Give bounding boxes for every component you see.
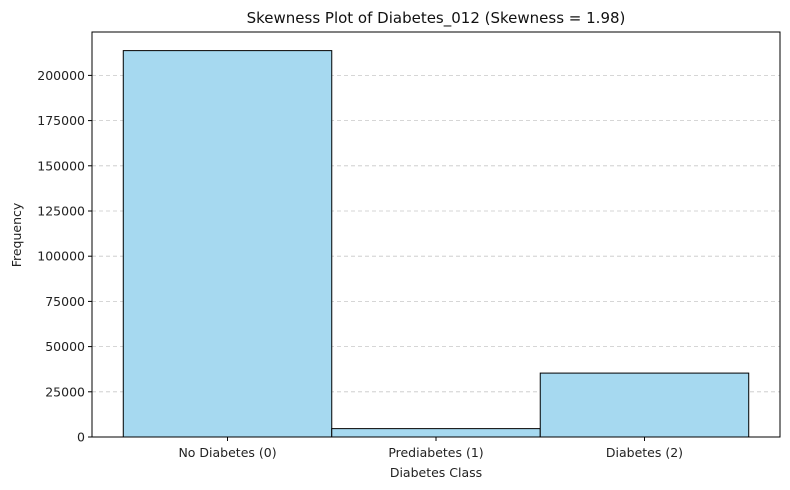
y-axis-label: Frequency (9, 202, 24, 267)
x-tick-label: Diabetes (2) (606, 445, 683, 460)
x-axis-label: Diabetes Class (390, 465, 482, 480)
y-tick-label: 200000 (37, 68, 85, 83)
bars (122, 50, 750, 438)
y-tick-label: 125000 (37, 203, 85, 218)
y-tick-label: 75000 (45, 294, 85, 309)
y-tick-label: 50000 (45, 339, 85, 354)
chart-title: Skewness Plot of Diabetes_012 (Skewness … (247, 9, 626, 28)
x-tick-label: No Diabetes (0) (178, 445, 276, 460)
bar-1 (331, 428, 541, 438)
y-tick-label: 25000 (45, 384, 85, 399)
bar-2 (539, 372, 750, 438)
y-tick-label: 0 (77, 430, 85, 445)
y-tick-label: 175000 (37, 113, 85, 128)
bar-0 (122, 50, 333, 438)
y-axis-ticks: 0 25000 50000 75000 100000 125000 150000 175000… (37, 68, 92, 445)
x-tick-label: Prediabetes (1) (388, 445, 483, 460)
y-tick-label: 150000 (37, 158, 85, 173)
y-tick-label: 100000 (37, 249, 85, 264)
x-axis-ticks: No Diabetes (0) Prediabetes (1) Diabetes (… (178, 437, 683, 460)
